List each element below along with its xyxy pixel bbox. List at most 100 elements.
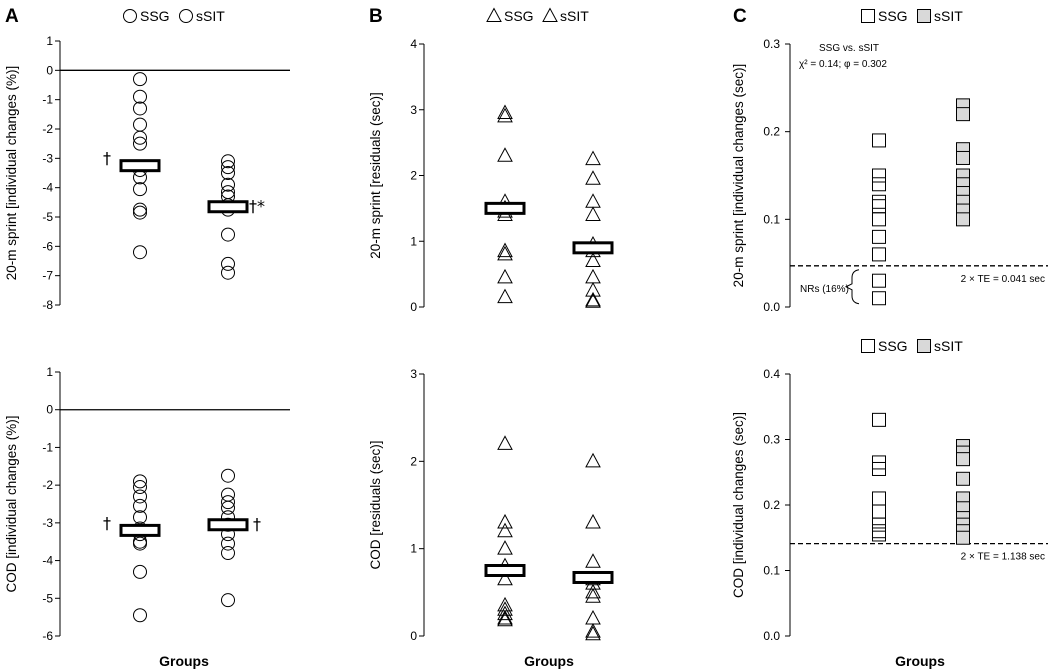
data-point-ssit: [585, 513, 601, 529]
stat-test-values: χ² = 0.14; φ = 0.302: [799, 59, 887, 70]
data-point-ssg: [872, 491, 886, 506]
y-axis-label: 20-m sprint [individual changes (sec)]: [731, 64, 746, 288]
data-point-ssit: [585, 252, 601, 267]
y-tick-label: -2: [42, 122, 53, 136]
data-point-ssg: [497, 596, 513, 612]
data-point-ssit: [956, 452, 970, 467]
data-point-ssg: [133, 117, 147, 132]
legend-marker-ssit: [917, 339, 931, 353]
data-point-ssg: [133, 536, 147, 551]
x-axis-label: Groups: [159, 653, 209, 669]
data-point-ssg: [497, 268, 513, 284]
data-point-ssg: [872, 461, 886, 476]
data-point-ssit: [956, 212, 970, 227]
mean-bar-ssit: [572, 241, 614, 255]
data-point-ssg: [133, 498, 147, 513]
legend-marker-ssit: [542, 7, 558, 22]
mean-bar-ssit: [207, 200, 249, 214]
y-tick-label: -4: [42, 181, 53, 195]
y-tick-label: 0.0: [763, 629, 780, 643]
data-point-ssg: [133, 564, 147, 579]
chart-c-top: 0.0 0.1 0.2 0.3 20-m sprint [individual chan…: [731, 8, 1048, 314]
y-tick-label: -3: [42, 151, 53, 165]
data-point-ssg: [497, 540, 513, 555]
data-point-ssg: [872, 504, 886, 519]
legend-label-ssit: sSIT: [934, 338, 963, 354]
data-point-ssit: [221, 546, 235, 561]
data-point-ssit: [221, 536, 235, 551]
y-tick-label: -1: [42, 93, 53, 107]
data-point-ssit: [585, 609, 601, 625]
legend-marker-ssg: [486, 7, 502, 22]
data-point-ssg: [872, 199, 886, 214]
y-tick-label: -2: [42, 478, 53, 492]
data-point-ssg: [497, 570, 513, 586]
significance-mark: †: [103, 149, 111, 168]
y-tick-label: 0.2: [763, 498, 780, 512]
chart-b-bottom: 0 1 2 3 COD [residuals (sec)] Groups: [368, 367, 614, 669]
data-point-ssit: [221, 154, 235, 169]
y-axis-label: COD [residuals (sec)]: [368, 440, 383, 569]
y-tick-label: -6: [42, 239, 53, 253]
stat-test-title: SSG vs. sSIT: [819, 43, 879, 54]
y-tick-label: 0.3: [763, 433, 780, 447]
data-point-ssg: [872, 291, 886, 306]
y-tick-label: 2: [410, 454, 417, 468]
data-point-ssit: [585, 293, 601, 308]
significance-mark: †*: [249, 197, 265, 216]
data-point-ssit: [585, 193, 601, 208]
y-tick-label: 1: [410, 234, 417, 248]
data-point-ssit: [585, 150, 601, 166]
data-point-ssg: [133, 89, 147, 104]
legend-marker-ssit: [917, 9, 931, 23]
mean-bar-ssg: [484, 564, 526, 577]
y-axis-label: COD [individual changes (sec)]: [731, 412, 746, 598]
y-tick-label: 3: [410, 367, 417, 381]
mean-bar-ssg: [484, 201, 526, 215]
y-tick-label: -1: [42, 440, 53, 454]
significance-mark: †: [103, 513, 111, 532]
legend-label-ssit: sSIT: [560, 8, 589, 24]
y-axis-label: COD [individual changes (%)]: [4, 415, 19, 592]
data-point-ssg: [497, 605, 513, 621]
y-tick-label: 0.2: [763, 125, 780, 139]
data-point-ssg: [497, 242, 513, 258]
y-tick-label: -8: [42, 298, 53, 312]
data-point-ssit: [585, 553, 601, 568]
data-point-ssit: [221, 593, 235, 608]
y-tick-label: 2: [410, 169, 417, 183]
data-point-ssg: [133, 182, 147, 197]
mean-bar-ssit: [572, 570, 614, 584]
y-tick-label: -5: [42, 210, 53, 224]
data-point-ssg: [497, 601, 513, 616]
legend-label-ssg: SSG: [140, 8, 170, 24]
data-point-ssit: [956, 530, 970, 545]
data-point-ssit: [221, 265, 235, 280]
y-tick-label: 4: [410, 37, 417, 51]
data-point-ssg: [497, 522, 513, 538]
data-point-ssg: [497, 609, 513, 625]
chart-a-bottom: 1 0 -1 -2 -3 -4 -5 -6 COD [individual changes (%…: [4, 365, 290, 669]
data-point-ssit: [585, 206, 601, 221]
data-point-ssg: [872, 212, 886, 227]
mean-bar-ssit: [207, 518, 249, 532]
y-tick-label: 1: [410, 542, 417, 556]
y-tick-label: -5: [42, 591, 53, 605]
data-point-ssg: [497, 611, 513, 627]
data-point-ssit: [221, 468, 235, 483]
y-tick-label: 1: [46, 34, 53, 48]
data-point-ssit: [585, 588, 601, 603]
y-tick-label: 0.4: [763, 367, 780, 381]
data-point-ssg: [497, 245, 513, 261]
legend-label-ssit: sSIT: [196, 8, 225, 24]
y-axis-label: 20-m sprint [residuals (sec)]: [368, 92, 383, 259]
mean-bar-ssg: [119, 523, 161, 537]
legend-marker-ssg: [861, 9, 875, 23]
y-tick-label: -6: [42, 629, 53, 643]
data-point-ssg: [872, 177, 886, 192]
y-tick-label: -7: [42, 269, 53, 283]
data-point-ssit: [585, 170, 601, 185]
data-point-ssit: [585, 452, 601, 468]
data-point-ssg: [497, 513, 513, 529]
